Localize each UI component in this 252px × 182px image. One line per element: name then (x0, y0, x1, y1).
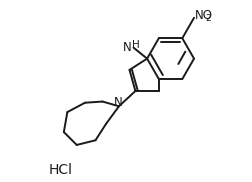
Text: NO: NO (195, 9, 213, 22)
Text: 2: 2 (205, 15, 211, 23)
Text: HCl: HCl (49, 163, 73, 177)
Text: N: N (123, 41, 132, 54)
Text: N: N (113, 96, 122, 108)
Text: H: H (132, 40, 139, 50)
